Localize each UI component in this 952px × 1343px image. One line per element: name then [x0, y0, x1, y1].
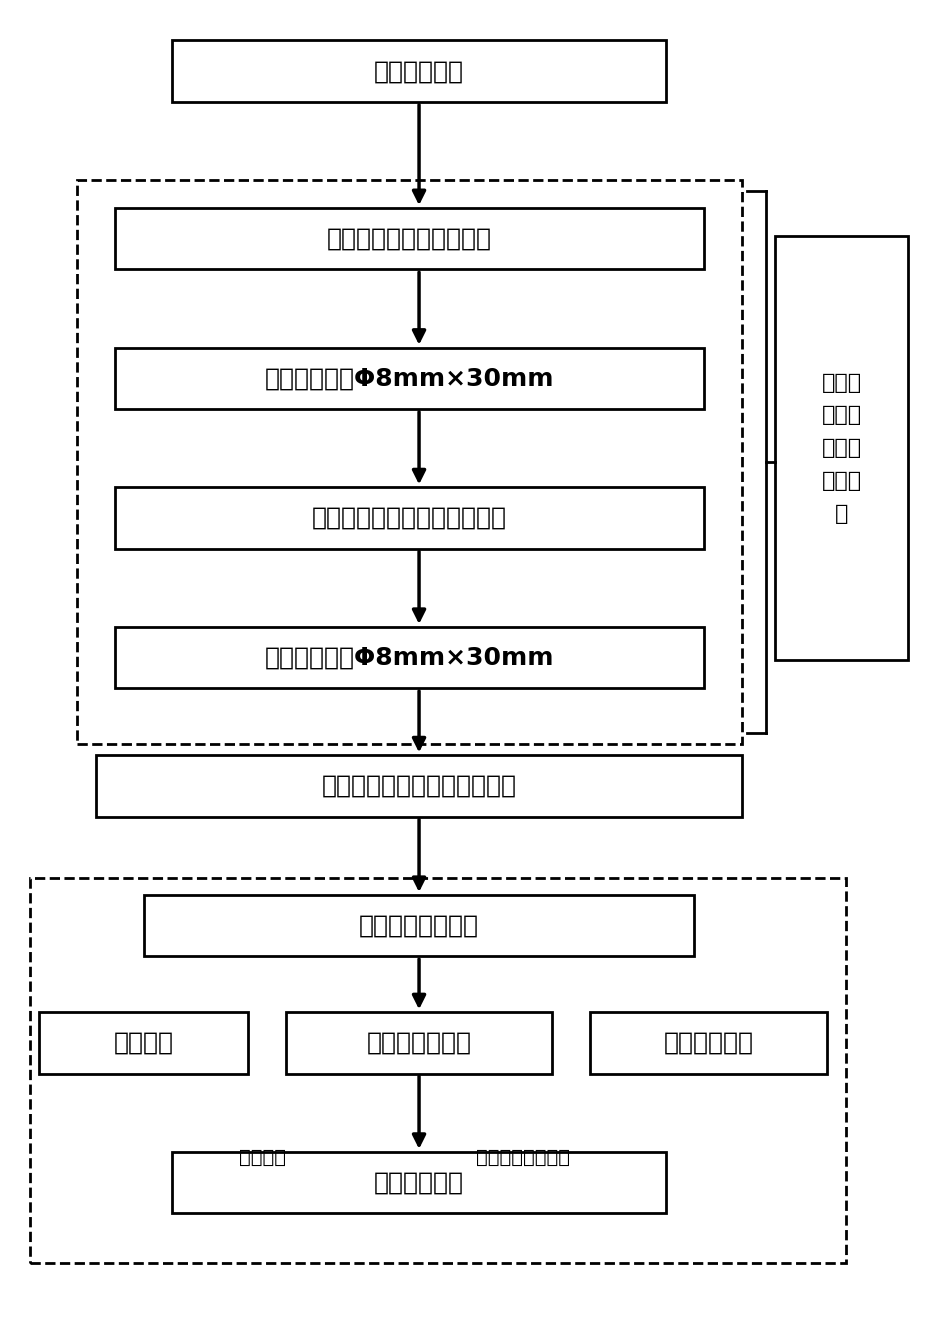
FancyBboxPatch shape [115, 208, 704, 270]
FancyBboxPatch shape [144, 894, 694, 956]
FancyBboxPatch shape [172, 1152, 665, 1213]
FancyBboxPatch shape [115, 488, 704, 549]
Text: 暂停，再次添加不同数量组元: 暂停，再次添加不同数量组元 [312, 506, 507, 530]
Text: 复合材料性能测试: 复合材料性能测试 [359, 913, 479, 937]
FancyBboxPatch shape [39, 1013, 248, 1073]
Text: 性能对比: 性能对比 [239, 1148, 287, 1167]
FancyBboxPatch shape [590, 1013, 827, 1073]
FancyBboxPatch shape [115, 627, 704, 688]
FancyBboxPatch shape [96, 755, 742, 817]
Text: 最佳成分筛选: 最佳成分筛选 [374, 1171, 464, 1194]
FancyBboxPatch shape [775, 236, 908, 661]
Text: 电学性能: 电学性能 [114, 1031, 174, 1054]
FancyBboxPatch shape [172, 40, 665, 102]
Text: 摩擦磨损性能: 摩擦磨损性能 [664, 1031, 754, 1054]
FancyBboxPatch shape [287, 1013, 552, 1073]
Text: 合金组元添加，均匀熔炼: 合金组元添加，均匀熔炼 [327, 227, 492, 251]
Text: 重复此
工艺制
备梯度
成分棒
坯: 重复此 工艺制 备梯度 成分棒 坯 [822, 372, 862, 524]
Text: 基础成分熔炼: 基础成分熔炼 [374, 59, 464, 83]
FancyBboxPatch shape [115, 348, 704, 410]
Text: 最佳性能成分测试: 最佳性能成分测试 [476, 1148, 570, 1167]
Text: 滑动电接触性能: 滑动电接触性能 [367, 1031, 471, 1054]
Text: 定向凝固棒坯Φ8mm×30mm: 定向凝固棒坯Φ8mm×30mm [265, 646, 554, 670]
Text: 冷塑性变形至成品棒材或丝材: 冷塑性变形至成品棒材或丝材 [322, 774, 517, 798]
Text: 定向凝固棒坯Φ8mm×30mm: 定向凝固棒坯Φ8mm×30mm [265, 367, 554, 391]
